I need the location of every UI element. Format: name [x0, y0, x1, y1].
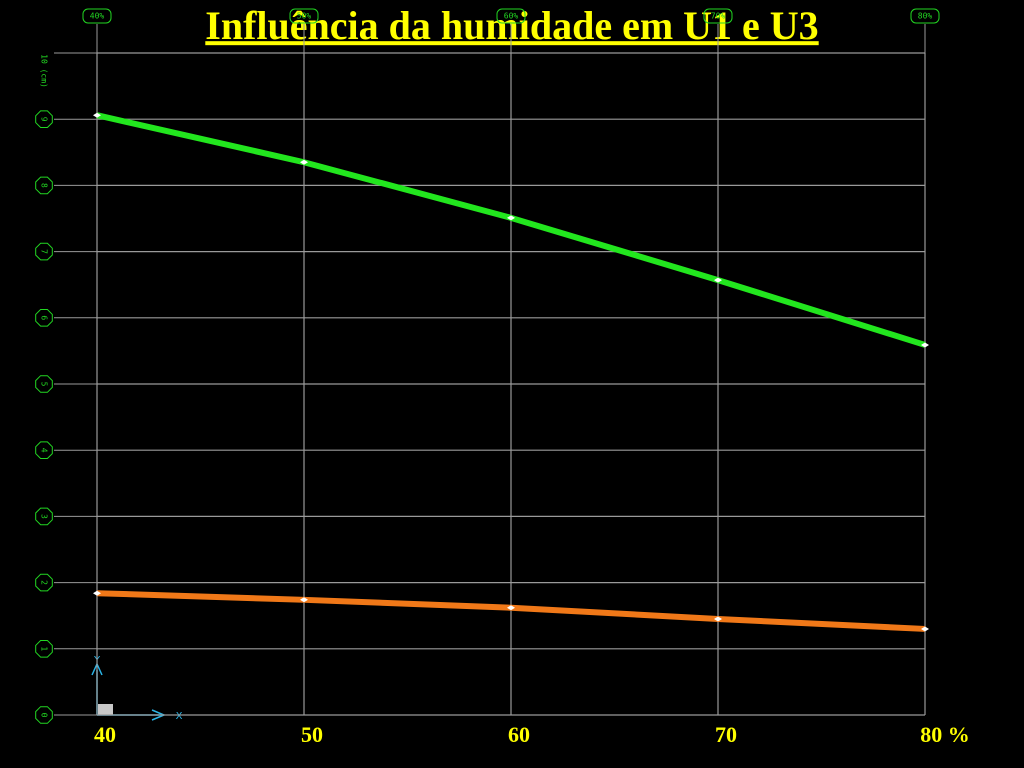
y-tick-label: 2	[40, 580, 49, 585]
x-tick-label: 70	[715, 722, 737, 747]
tick-badge	[35, 640, 53, 658]
y-tick-label: 5	[40, 382, 49, 387]
point-marker	[300, 597, 308, 603]
point-marker	[93, 590, 101, 596]
tick-badge	[35, 242, 53, 261]
top-label: 60%	[504, 12, 519, 21]
top-badge	[703, 8, 733, 24]
tick-badge	[35, 375, 53, 393]
y-tick-label: 3	[40, 514, 49, 519]
y-tick-label: 4	[40, 448, 49, 453]
point-marker	[300, 159, 308, 165]
x-tick-label: 50	[301, 722, 323, 747]
top-badge	[82, 8, 112, 24]
top-label: 40%	[90, 12, 105, 21]
top-badge	[496, 8, 526, 24]
tick-badge	[35, 309, 53, 327]
top-label: 50%	[297, 12, 312, 21]
tick-badge	[35, 573, 53, 592]
top-badge	[910, 8, 940, 24]
y-tick-label: 7	[40, 249, 49, 254]
tick-badge	[35, 706, 53, 724]
ucs-x: X	[176, 711, 183, 722]
point-marker	[714, 277, 722, 283]
top-label: 70%	[711, 12, 726, 21]
y-tick-label: 9	[40, 117, 49, 122]
y-tick-label: 8	[40, 183, 49, 188]
point-marker	[921, 626, 929, 632]
y-tick-label: 6	[40, 315, 49, 320]
top-badge	[289, 8, 319, 24]
point-marker	[507, 215, 515, 221]
top-label: 80%	[918, 12, 933, 21]
x-tick-label: 80 %	[920, 722, 970, 747]
point-marker	[507, 605, 515, 611]
tick-badge	[35, 176, 53, 195]
point-marker	[714, 616, 722, 622]
point-marker	[921, 342, 929, 348]
y-tick-label: 10 (cm)	[40, 54, 49, 88]
chart-title: Influência da humidade em U1 e U3	[205, 3, 818, 48]
y-tick-label: 0	[40, 713, 49, 718]
tick-badge	[35, 507, 53, 526]
tick-badge	[35, 110, 53, 128]
x-tick-label: 60	[508, 722, 530, 747]
point-marker	[93, 112, 101, 118]
y-tick-label: 1	[40, 646, 49, 651]
x-tick-label: 40	[94, 722, 116, 747]
tick-badge	[35, 441, 53, 459]
